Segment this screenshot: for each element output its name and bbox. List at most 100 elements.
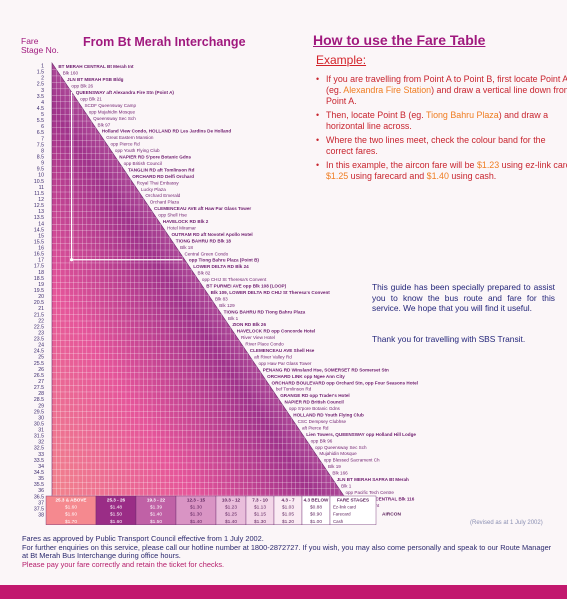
stop-label: Mujahidin Mosque (319, 451, 357, 456)
aircon-label: AIRCON (382, 512, 401, 518)
example-label: Example: (316, 53, 367, 67)
stage-number: 30 (38, 415, 44, 421)
stage-number: 38 (38, 512, 44, 518)
stage-number: 3 (41, 88, 44, 94)
stop-label: JLN BT MERAH SAFRA Bt Merah (337, 477, 409, 482)
fare-value: $0.88 (310, 505, 322, 511)
stage-number: 20 (38, 294, 44, 300)
fare-value: $1.30 (190, 505, 202, 511)
stop-label: Blk 1 (341, 483, 352, 488)
fare-band-header: 10.3 - 12 (222, 497, 241, 502)
stage-number: 12 (38, 197, 44, 203)
stop-label: opp Blk 21 (80, 96, 102, 101)
stage-number: 7 (41, 136, 44, 142)
stage-number: 17.5 (34, 264, 44, 270)
fare-value: $1.48 (110, 505, 122, 511)
stop-label: opp Pacific Tech Centre (345, 490, 394, 495)
fare-value: $1.15 (254, 512, 266, 518)
stage-number: 22.5 (34, 324, 44, 330)
stage-number: 33.5 (34, 458, 44, 464)
stage-number: 33 (38, 452, 44, 458)
stop-label: NAPIER RD British Council (285, 400, 344, 405)
fare-value: $1.05 (282, 512, 294, 518)
fare-value: $1.50 (150, 519, 162, 525)
route-title: From Bt Merah Interchange (83, 35, 246, 49)
thanks-text: Thank you for travelling with SBS Transi… (372, 334, 526, 344)
stop-label: opp Pierce Rd (111, 142, 141, 147)
stop-label: Lien Towers, QUEENSWAY opp Holland Hill … (306, 432, 416, 437)
stop-label: JLN BT MERAH PSB Bldg (67, 77, 124, 82)
stage-number: 14 (38, 221, 44, 227)
fare-band-header: 25.3 & ABOVE (56, 497, 87, 502)
stage-number: 23.5 (34, 337, 44, 343)
footer-pay-note: Please pay your fare correctly and retai… (22, 559, 225, 569)
stop-label: opp Blk 26 (71, 84, 93, 89)
stage-number: 31 (38, 428, 44, 434)
stage-number: 1.5 (37, 70, 44, 76)
stop-label: opp S'pore Botanic Gdns (289, 406, 341, 411)
stage-number: 36.5 (34, 494, 44, 500)
stop-label: Central Green Condo (185, 251, 229, 256)
revised-note: (Revised as at 1 July 2002) (470, 520, 543, 526)
stage-number: 15 (38, 233, 44, 239)
fare-value: $1.40 (150, 512, 162, 518)
stage-number: 21 (38, 306, 44, 312)
stage-number: 11.5 (34, 191, 44, 197)
stop-label: CLEMENCEAU AVE aft Haw Par Glass Tower (154, 206, 251, 211)
fare-label: Fare (21, 36, 39, 46)
stop-label: Blk 109, LOWER DELTA RD CHIJ St Theresa'… (211, 290, 331, 295)
stage-number: 19 (38, 282, 44, 288)
guide-text: This guide has been specially prepared t… (372, 282, 555, 313)
stage-number: 2.5 (37, 82, 44, 88)
fare-value: $1.40 (190, 519, 202, 525)
stage-number: 30.5 (34, 421, 44, 427)
stage-number: 25 (38, 355, 44, 361)
stage-number: 21.5 (34, 312, 44, 318)
stage-number: 4.5 (37, 106, 44, 112)
stage-number: 15.5 (34, 239, 44, 245)
stop-label: Holland View Condo, HOLLAND RD Les Jardi… (102, 129, 232, 134)
stage-number: 34.5 (34, 470, 44, 476)
stop-label: BT PURMEI AVE opp Blk 108 (LOOP) (206, 284, 286, 289)
stop-label: opp Tiong Bahru Plaza (Point B) (189, 258, 260, 263)
stage-number: 8.5 (37, 155, 44, 161)
fare-value: $1.40 (225, 519, 237, 525)
stop-label: Royal Thai Embassy (137, 180, 180, 185)
stop-label: Blk 1 (228, 316, 239, 321)
fare-value: $1.30 (190, 512, 202, 518)
stop-label: opp Shell Hse (158, 213, 187, 218)
stage-number: 32 (38, 440, 44, 446)
stage-number: 6 (41, 124, 44, 130)
stage-number: 37 (38, 500, 44, 506)
fare-table: 11.522.533.544.555.566.577.588.599.51010… (34, 62, 418, 525)
payment-type-label: Farecard (333, 512, 351, 517)
stop-label: Queensway Sec Sch (93, 116, 136, 121)
stage-number: 22 (38, 318, 44, 324)
stop-label: CLEMENCEAU AVE Shell Hse (250, 348, 315, 353)
stop-label: opp Mujahidin Mosque (89, 109, 136, 114)
footer: Fares as approved by Public Transport Co… (22, 534, 552, 569)
stop-label: Blk 19 (328, 464, 341, 469)
stop-label: BT MERAH CENTRAL Bt Merah Int (58, 64, 134, 69)
fare-value: $1.25 (225, 512, 237, 518)
fare-band-header: 4.3 BELOW (304, 497, 329, 502)
stage-number: 37.5 (34, 506, 44, 512)
stage-number: 9 (41, 161, 44, 167)
fare-value: $0.90 (310, 512, 322, 518)
stage-number: 8 (41, 148, 44, 154)
fare-value: $1.13 (254, 505, 266, 511)
fare-band-cell (215, 495, 247, 525)
fare-value: $1.30 (254, 519, 266, 525)
stage-number: 35 (38, 476, 44, 482)
fare-band-header: 12.3 - 15 (187, 497, 206, 502)
stop-label: HAVELOCK RD Blk 2 (163, 219, 209, 224)
stop-label: OUTRAM RD aft Novotel Apollo Hotel (171, 232, 252, 237)
stage-number: 9.5 (37, 167, 44, 173)
fare-value: $1.03 (282, 505, 294, 511)
stop-label: Blk 166 (332, 471, 348, 476)
stop-label: River Place Condo (245, 342, 284, 347)
example-intersection-dot (69, 258, 74, 262)
fare-band-header: 4.3 - 7 (281, 497, 294, 502)
stop-label: aft River Valley Rd (254, 354, 292, 359)
stage-number: 26.5 (34, 373, 44, 379)
